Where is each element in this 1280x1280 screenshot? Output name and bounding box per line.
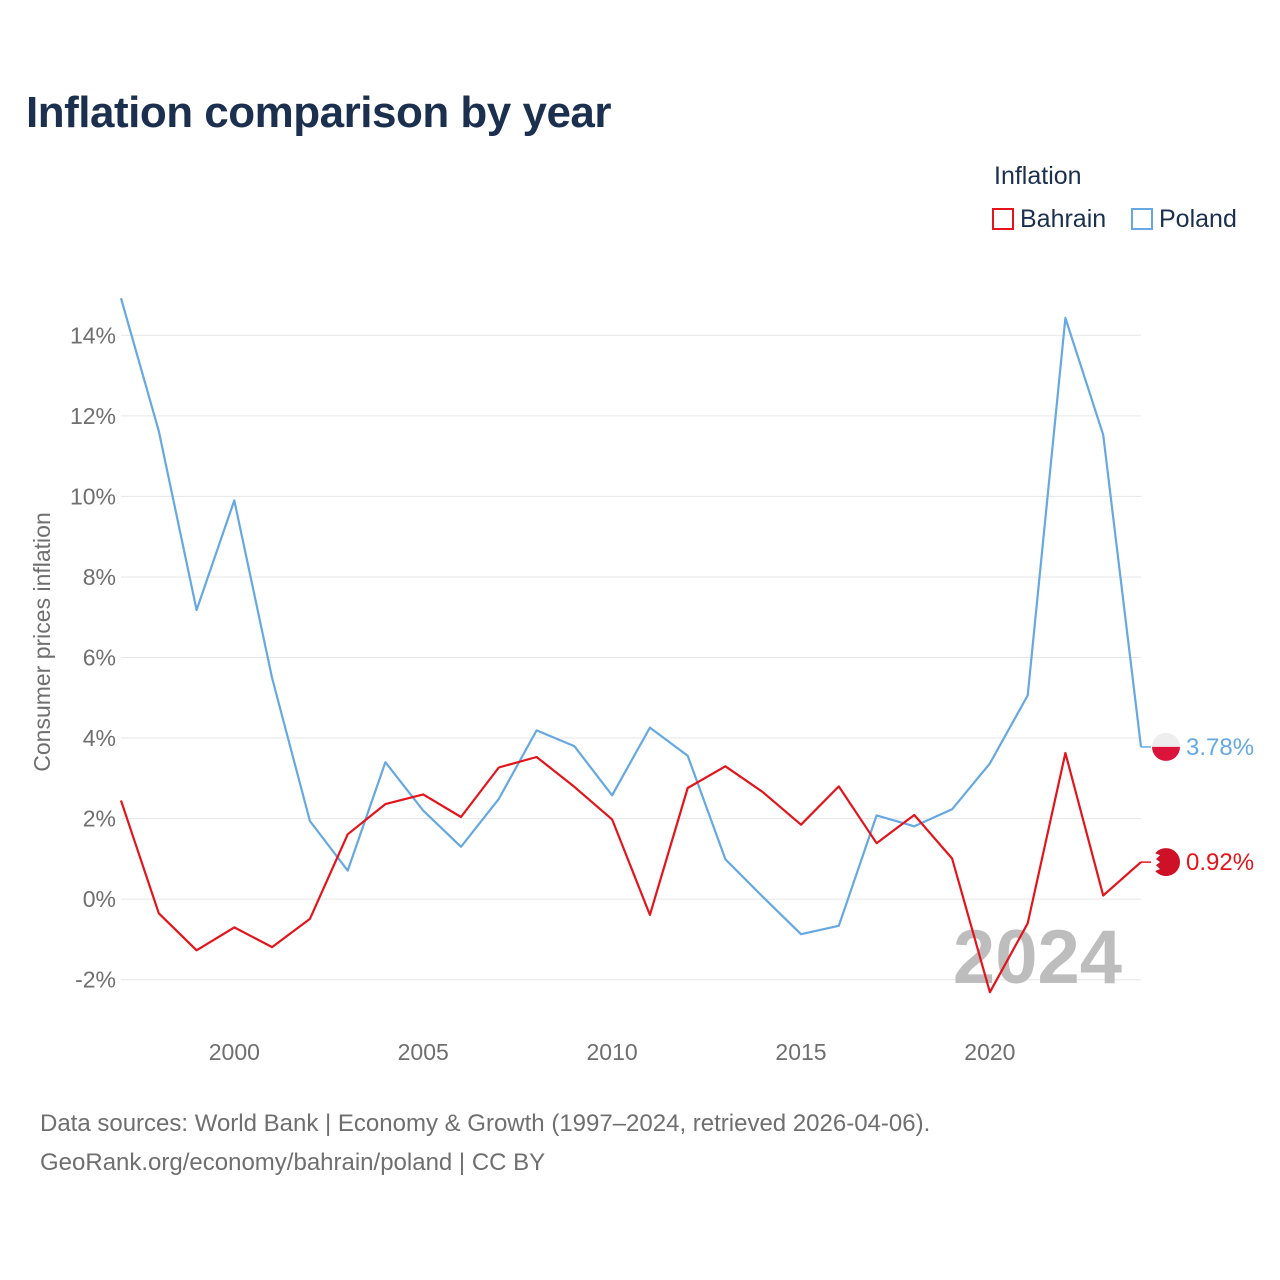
y-tick-label: 8% bbox=[83, 564, 116, 590]
end-value-label-poland: 3.78% bbox=[1186, 734, 1254, 761]
legend-item-poland[interactable]: Poland bbox=[1131, 204, 1237, 234]
series-line-bahrain bbox=[119, 751, 1142, 994]
y-tick-label: 4% bbox=[83, 725, 116, 751]
source-line-1: Data sources: World Bank | Economy & Gro… bbox=[40, 1110, 931, 1137]
year-watermark: 2024 bbox=[953, 915, 1122, 1000]
x-axis-ticks: 2000 2005 2010 2015 2020 bbox=[209, 1039, 1016, 1065]
end-markers: 0.92% 3.78% bbox=[1141, 732, 1254, 877]
x-tick-label: 2015 bbox=[775, 1039, 826, 1065]
legend-label-bahrain: Bahrain bbox=[1020, 204, 1107, 233]
y-axis-ticks: -2% 0% 2% 4% 6% 8% 10% 12% 14% bbox=[70, 322, 116, 992]
y-tick-label: 10% bbox=[70, 483, 116, 509]
y-tick-label: -2% bbox=[75, 967, 116, 993]
y-axis-label: Consumer prices inflation bbox=[29, 512, 55, 772]
y-tick-label: 6% bbox=[83, 645, 116, 671]
source-note: Data sources: World Bank | Economy & Gro… bbox=[40, 1104, 930, 1182]
y-tick-label: 0% bbox=[83, 886, 116, 912]
legend-item-bahrain[interactable]: Bahrain bbox=[992, 204, 1106, 234]
flag-white bbox=[1152, 852, 1160, 873]
legend-swatch-bahrain bbox=[992, 208, 1014, 230]
line-chart: -2%0%2%4%6%8%10%12%14% 2000 2005 2010 2015 2… bbox=[29, 297, 1254, 1065]
series-lines bbox=[119, 297, 1143, 994]
y-tick-label: 12% bbox=[70, 403, 116, 429]
chart-title: Inflation comparison by year bbox=[26, 88, 612, 137]
gridlines bbox=[121, 334, 1141, 981]
source-line-2: GeoRank.org/economy/bahrain/poland | CC … bbox=[40, 1149, 546, 1176]
series-line-poland bbox=[119, 297, 1143, 936]
legend-title: Inflation bbox=[994, 162, 1082, 190]
y-tick-label: 2% bbox=[83, 806, 116, 832]
bahrain-flag-icon bbox=[1152, 848, 1180, 877]
x-tick-label: 2005 bbox=[398, 1039, 449, 1065]
legend-label-poland: Poland bbox=[1159, 204, 1237, 233]
x-tick-label: 2020 bbox=[964, 1039, 1015, 1065]
x-tick-label: 2010 bbox=[587, 1039, 638, 1065]
flag-red bbox=[1152, 746, 1181, 761]
legend-swatch-poland bbox=[1131, 208, 1153, 230]
poland-flag-icon bbox=[1152, 732, 1181, 761]
y-tick-label: 14% bbox=[70, 322, 116, 348]
x-tick-label: 2000 bbox=[209, 1039, 260, 1065]
end-value-label-bahrain: 0.92% bbox=[1186, 849, 1254, 876]
